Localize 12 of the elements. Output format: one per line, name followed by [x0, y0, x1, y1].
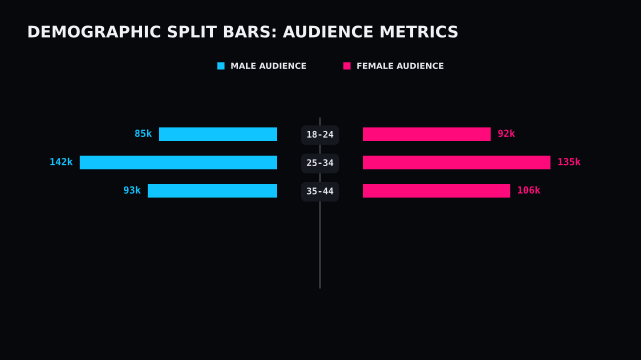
- data-label: 142k: [50, 158, 73, 166]
- chart-title: DEMOGRAPHIC SPLIT BARS: AUDIENCE METRICS: [28, 26, 458, 38]
- data-label: 106k: [518, 186, 540, 194]
- y-tick-label: 35-44: [307, 188, 334, 194]
- legend-label: MALE AUDIENCE: [231, 62, 306, 69]
- y-tick-label: 18-24: [307, 130, 334, 138]
- data-label: 92k: [498, 129, 516, 138]
- data-label: 135k: [558, 158, 581, 166]
- data-label: 93k: [124, 186, 141, 194]
- legend-label: FEMALE AUDIENCE: [357, 62, 444, 69]
- y-tick-label: 25-34: [306, 159, 334, 166]
- data-label: 85k: [135, 129, 152, 137]
